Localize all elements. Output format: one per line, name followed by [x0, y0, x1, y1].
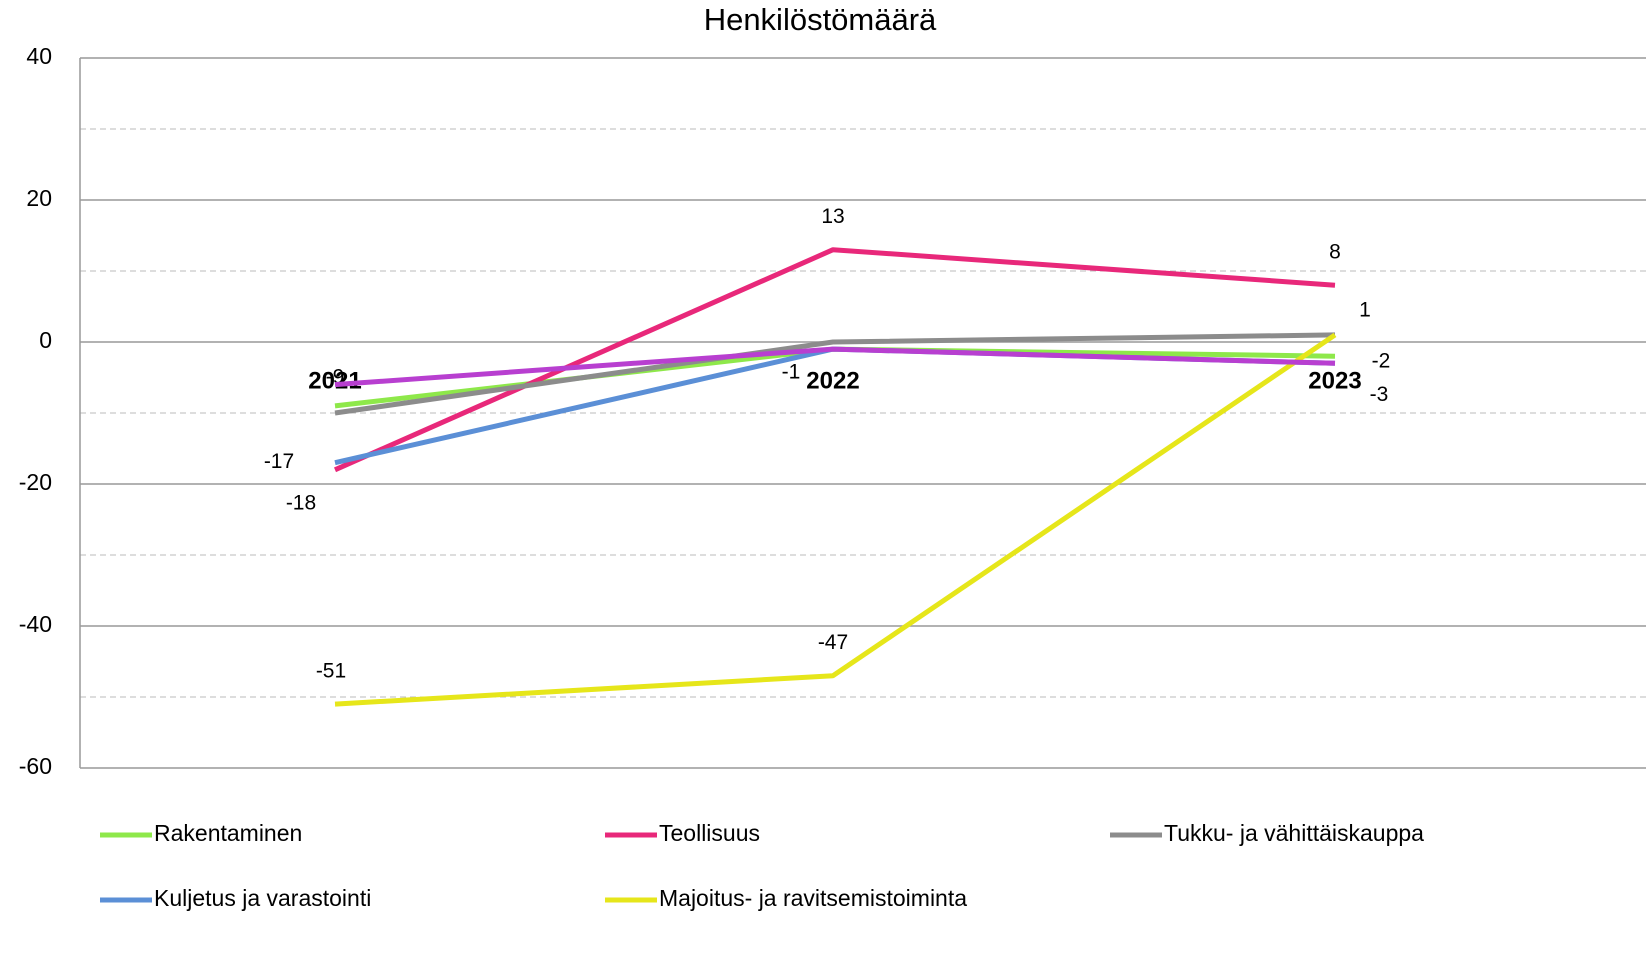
- legend-label: Rakentaminen: [154, 820, 302, 846]
- data-label: 8: [1329, 241, 1341, 264]
- x-tick-label: 2022: [806, 367, 859, 394]
- series-line: [334, 332, 1337, 707]
- legend-label: Majoitus- ja ravitsemistoiminta: [659, 885, 967, 911]
- legend-label: Teollisuus: [659, 820, 760, 846]
- data-label: 13: [821, 205, 844, 228]
- legend-label: Kuljetus ja varastointi: [154, 885, 371, 911]
- series-line: [333, 247, 1336, 473]
- y-tick-label: -60: [19, 753, 52, 779]
- x-tick-label: 2023: [1308, 367, 1361, 394]
- data-label: -3: [1370, 383, 1389, 406]
- data-label: -47: [818, 631, 848, 654]
- series-line: [334, 332, 1336, 416]
- data-label: -18: [286, 491, 316, 514]
- data-label: 1: [1359, 298, 1371, 321]
- data-label: -51: [316, 660, 346, 683]
- y-tick-label: 40: [26, 43, 52, 69]
- y-tick-label: -40: [19, 611, 52, 637]
- y-tick-label: -20: [19, 469, 52, 495]
- legend-label: Tukku- ja vähittäiskauppa: [1164, 820, 1424, 846]
- chart-title: Henkilöstömäärä: [704, 2, 937, 37]
- series-line: [334, 346, 1336, 388]
- y-tick-label: 20: [26, 185, 52, 211]
- data-label: -2: [1372, 350, 1391, 373]
- data-label: -17: [264, 450, 294, 473]
- data-label: -1: [782, 361, 801, 384]
- y-tick-label: 0: [39, 327, 52, 353]
